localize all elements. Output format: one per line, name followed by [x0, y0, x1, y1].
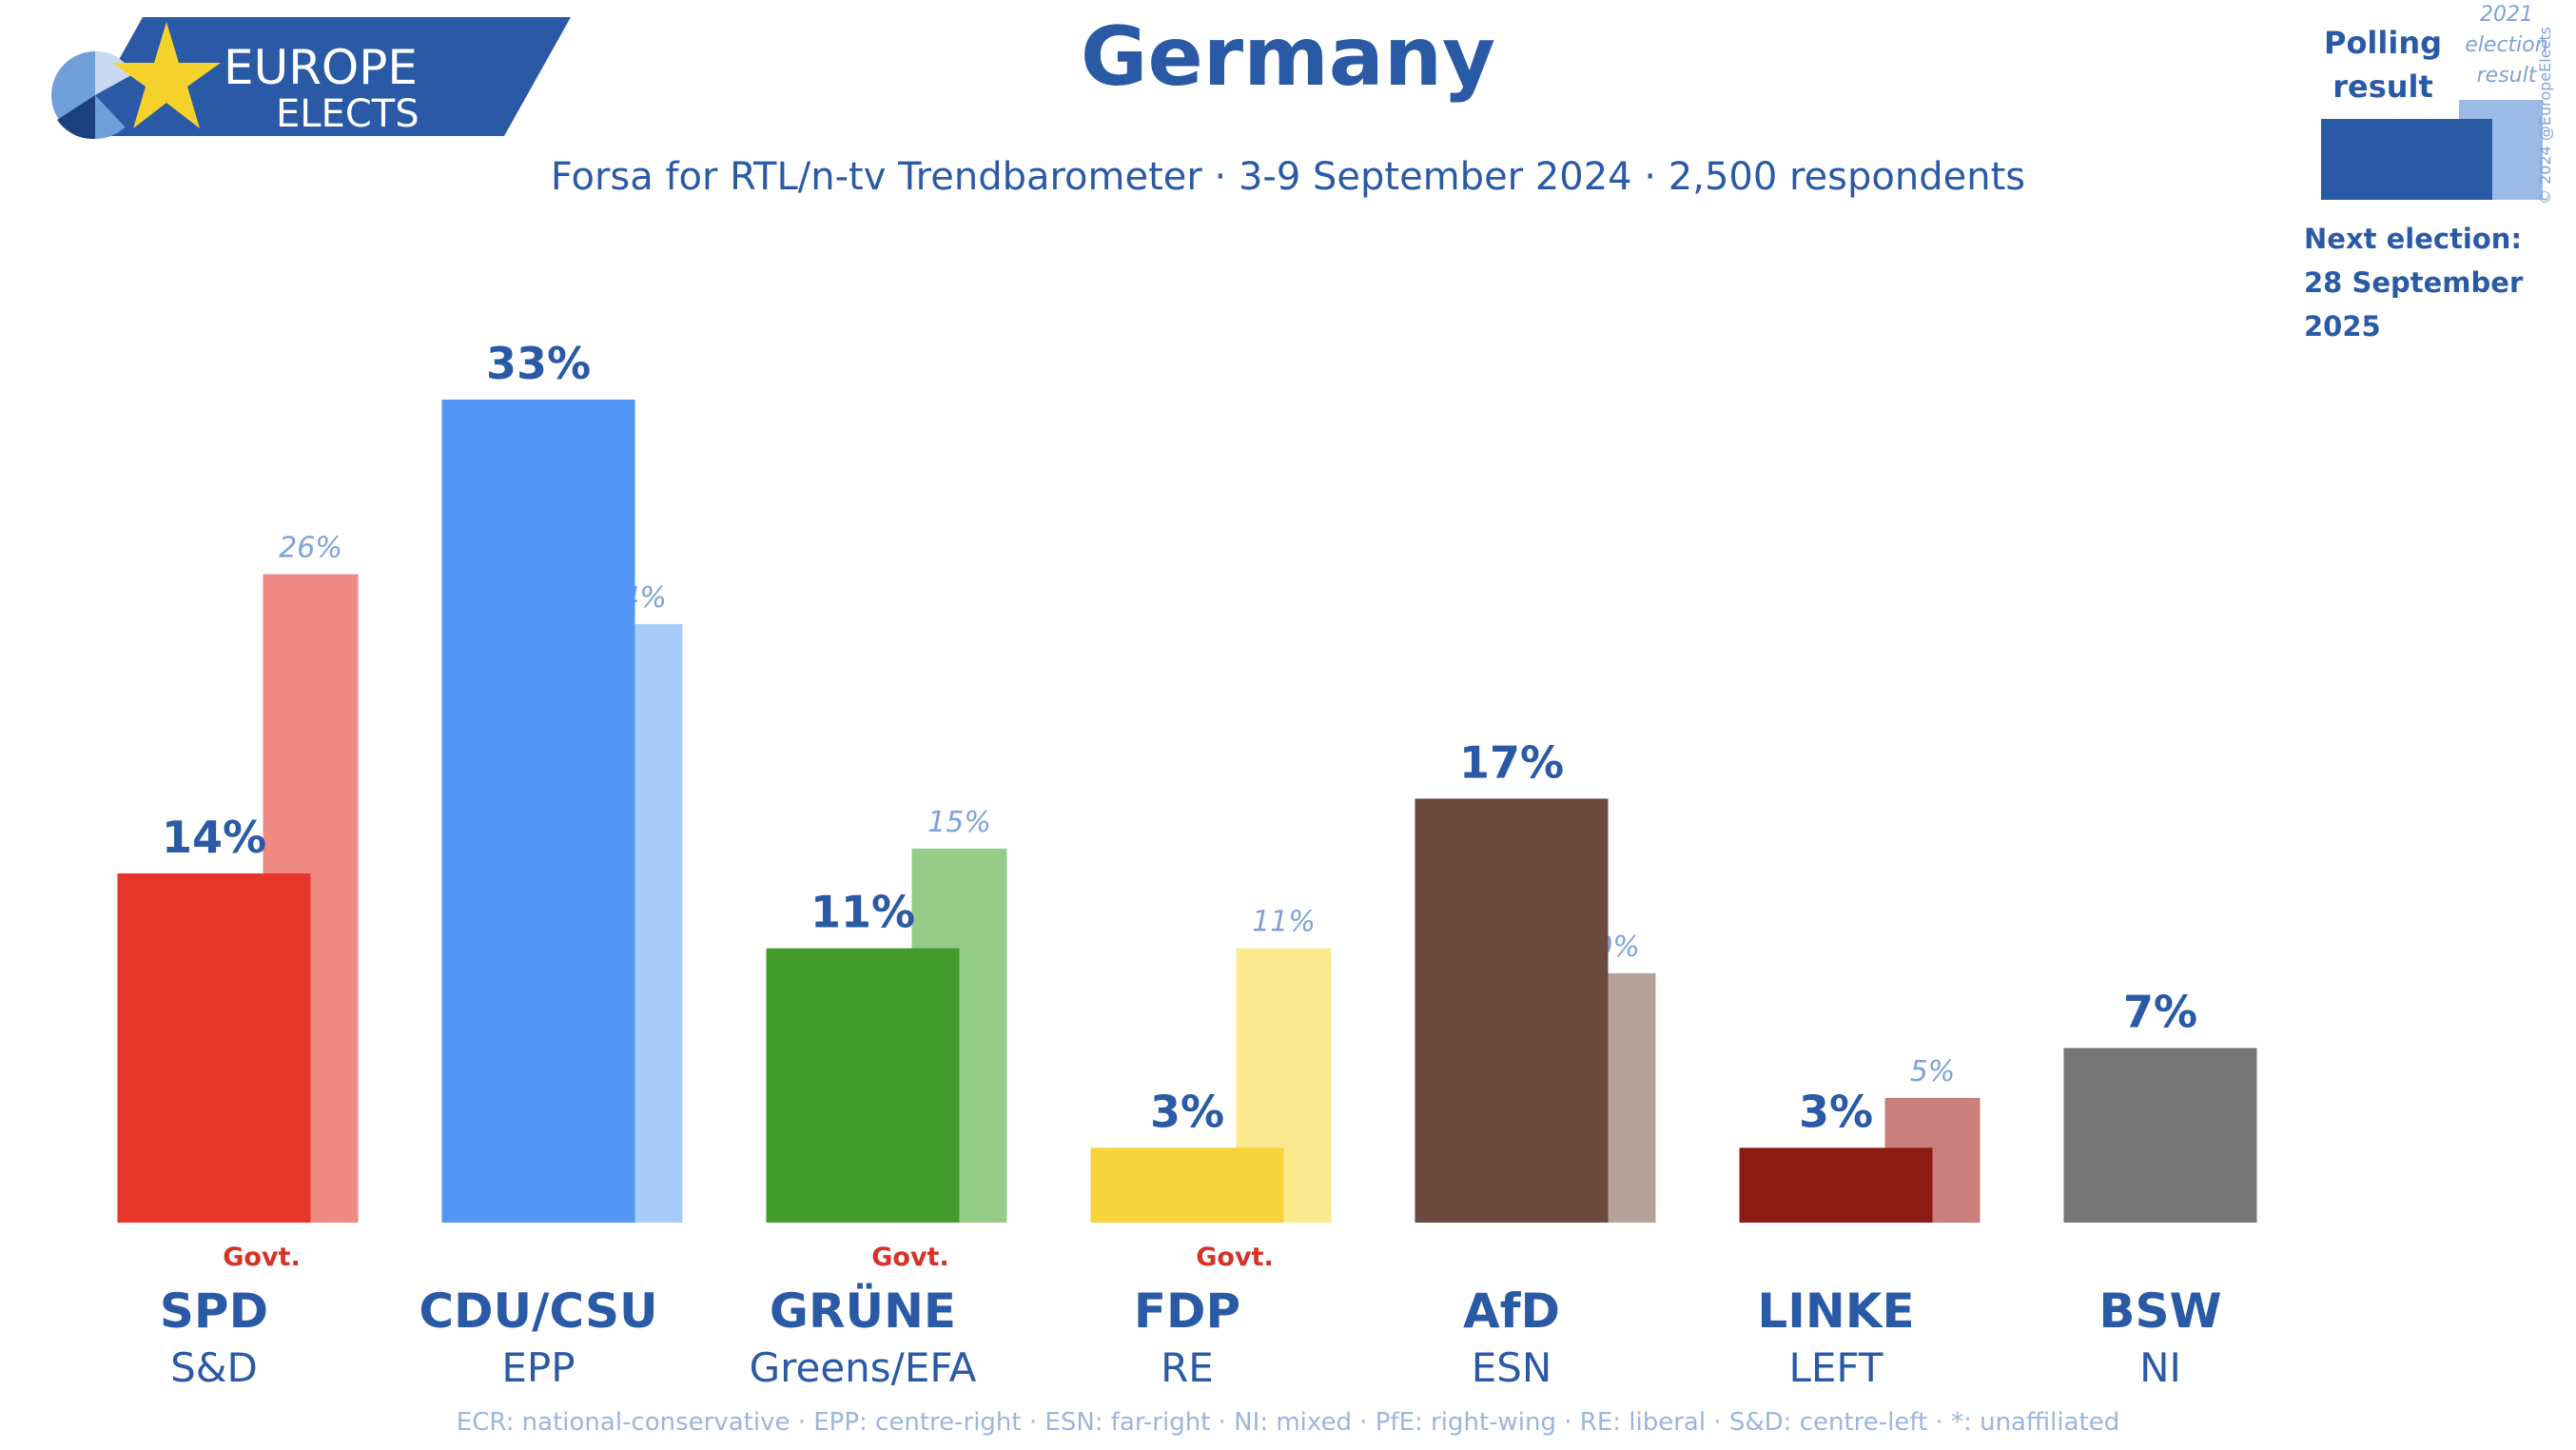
data-label-poll-afd: 17% [1459, 736, 1564, 788]
legend-swatch [2321, 100, 2543, 200]
bar-poll-bsw [2063, 1048, 2257, 1223]
govt-label-spd: Govt. [223, 1243, 300, 1272]
legend-swatch-poll [2321, 119, 2492, 200]
logo-text-line2: ELECTS [276, 92, 420, 136]
group-label-fdp: RE [1161, 1344, 1214, 1391]
legend-poll-label: Polling result [2323, 25, 2443, 105]
bar-poll-linke [1739, 1147, 1933, 1223]
group-label-linke: LEFT [1788, 1344, 1883, 1391]
bar-poll-gr-ne [766, 948, 960, 1223]
tick-label-bsw: BSW [2098, 1283, 2221, 1339]
bar-poll-spd [117, 873, 311, 1223]
chart-subtitle: Forsa for RTL/n-tv Trendbarometer · 3-9 … [550, 155, 2026, 199]
data-label-election-spd: 26% [279, 531, 342, 564]
chart-title: Germany [1080, 10, 1496, 105]
data-label-election-gr-ne: 15% [927, 806, 991, 839]
tick-label-fdp: FDP [1134, 1283, 1240, 1339]
data-label-election-linke: 5% [1910, 1055, 1956, 1088]
group-label-gr-ne: Greens/EFA [750, 1344, 977, 1391]
govt-label-gr-ne: Govt. [871, 1243, 948, 1272]
star-icon [112, 22, 221, 128]
group-label-afd: ESN [1472, 1344, 1552, 1391]
tick-label-afd: AfD [1463, 1283, 1560, 1339]
footer-note: ECR: national-conservative · EPP: centre… [456, 1408, 2120, 1437]
tick-label-spd: SPD [160, 1283, 268, 1339]
next-election-label: Next election: [2304, 223, 2523, 255]
next-election: Next election: 28 September 2025 [2304, 217, 2576, 348]
data-label-poll-linke: 3% [1799, 1086, 1873, 1137]
data-label-poll-spd: 14% [162, 812, 266, 863]
tick-label-cdu-csu: CDU/CSU [419, 1283, 657, 1339]
legend-election-label: 2021 election result [2465, 3, 2548, 88]
logo-text-line1: EUROPE [224, 40, 418, 95]
group-label-spd: S&D [170, 1344, 258, 1391]
europe-elects-logo: EUROPE ELECTS [51, 17, 571, 140]
bar-poll-cdu-csu [441, 400, 635, 1223]
govt-label-fdp: Govt. [1196, 1243, 1273, 1272]
bar-poll-afd [1415, 798, 1609, 1223]
data-label-poll-bsw: 7% [2123, 987, 2197, 1038]
tick-label-linke: LINKE [1757, 1283, 1914, 1339]
tick-label-gr-ne: GRÜNE [770, 1283, 956, 1339]
data-label-poll-cdu-csu: 33% [486, 338, 591, 389]
next-election-date: 28 September 2025 [2304, 266, 2524, 343]
group-label-cdu-csu: EPP [501, 1344, 575, 1391]
data-label-election-fdp: 11% [1252, 906, 1316, 939]
group-label-bsw: NI [2139, 1344, 2181, 1391]
data-label-poll-fdp: 3% [1150, 1086, 1224, 1137]
data-label-poll-gr-ne: 11% [810, 887, 915, 938]
bar-poll-fdp [1090, 1147, 1284, 1223]
